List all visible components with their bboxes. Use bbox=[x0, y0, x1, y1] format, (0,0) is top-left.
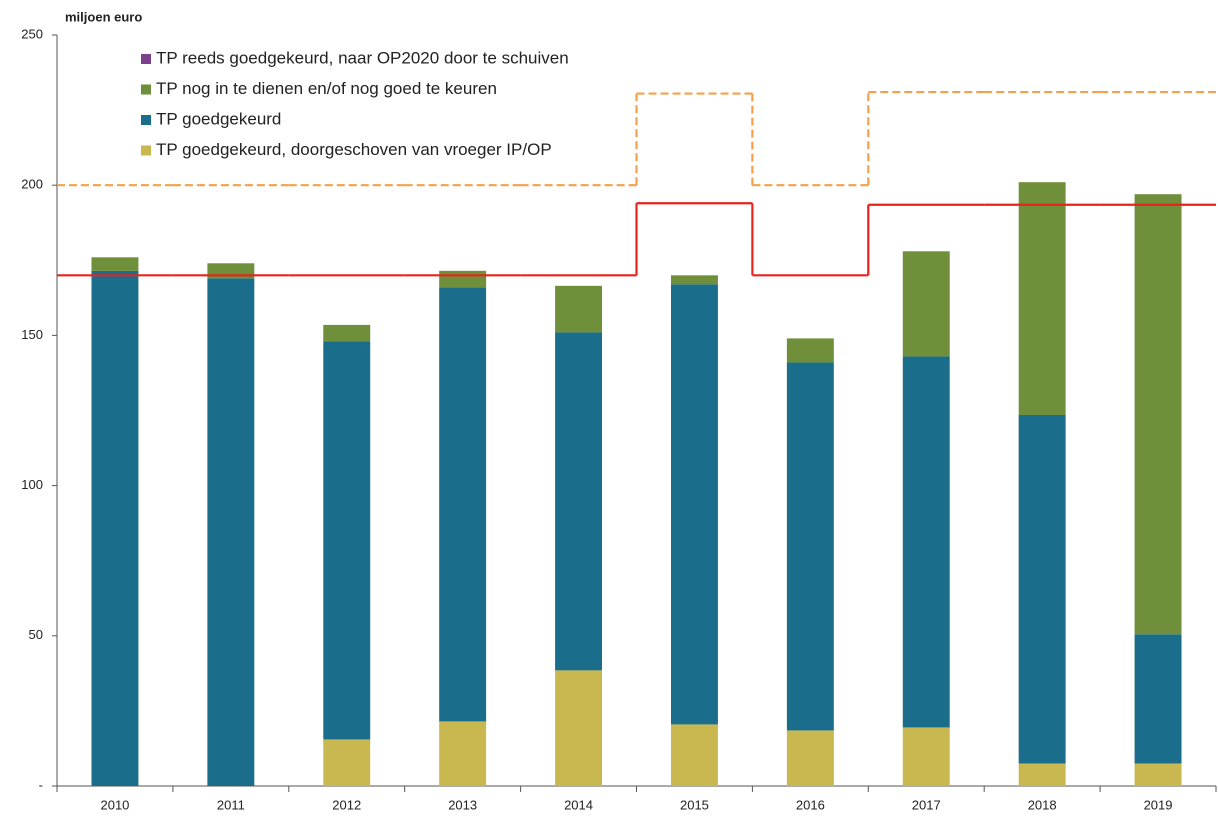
legend-swatch bbox=[141, 115, 151, 125]
bar-segment bbox=[91, 270, 139, 787]
y-tick-label: 250 bbox=[21, 26, 43, 41]
bar-segment bbox=[786, 730, 834, 786]
bar-segment bbox=[1134, 194, 1182, 635]
bar-segment bbox=[1018, 763, 1066, 786]
y-axis-label: miljoen euro bbox=[65, 9, 142, 24]
bar-segment bbox=[555, 332, 603, 671]
legend-swatch bbox=[141, 54, 151, 64]
bar-segment bbox=[207, 278, 255, 786]
bar-segment bbox=[902, 251, 950, 357]
bar-segment bbox=[670, 724, 718, 786]
bar-segment bbox=[439, 270, 487, 288]
bar-segment bbox=[670, 284, 718, 725]
x-tick-label: 2015 bbox=[680, 797, 709, 812]
bar-segment bbox=[670, 275, 718, 285]
bar-segment bbox=[555, 285, 603, 333]
bar-segment bbox=[323, 324, 371, 342]
bar-segment bbox=[902, 356, 950, 728]
legend-label: TP goedgekeurd bbox=[156, 109, 281, 128]
x-tick-label: 2012 bbox=[332, 797, 361, 812]
bar-segment bbox=[323, 341, 371, 740]
bar-segment bbox=[1018, 415, 1066, 764]
x-tick-label: 2013 bbox=[448, 797, 477, 812]
bar-segment bbox=[91, 257, 139, 271]
x-tick-label: 2014 bbox=[564, 797, 593, 812]
bar-segment bbox=[1134, 634, 1182, 764]
bar-segment bbox=[439, 721, 487, 786]
x-tick-label: 2010 bbox=[100, 797, 129, 812]
bar-segment bbox=[1018, 182, 1066, 416]
bar-segment bbox=[1134, 763, 1182, 786]
bar-segment bbox=[902, 727, 950, 786]
y-tick-label: 50 bbox=[29, 627, 43, 642]
legend-swatch bbox=[141, 84, 151, 95]
bar-segment bbox=[323, 739, 371, 786]
y-tick-label: 150 bbox=[21, 327, 43, 342]
y-tick-label: 200 bbox=[21, 177, 43, 192]
bar-segment bbox=[439, 287, 487, 722]
bar-segment bbox=[786, 362, 834, 731]
x-tick-label: 2011 bbox=[217, 797, 245, 812]
bar-segment bbox=[555, 670, 603, 786]
y-tick-label: 100 bbox=[21, 477, 43, 492]
bar-segment bbox=[786, 338, 834, 363]
legend-swatch bbox=[141, 145, 151, 156]
y-tick-label: - bbox=[39, 777, 43, 792]
x-tick-label: 2016 bbox=[796, 797, 825, 812]
legend-label: TP goedgekeurd, doorgeschoven van vroege… bbox=[156, 140, 552, 159]
x-tick-label: 2017 bbox=[912, 797, 941, 812]
x-tick-label: 2019 bbox=[1144, 797, 1173, 812]
legend-label: TP reeds goedgekeurd, naar OP2020 door t… bbox=[156, 48, 569, 67]
legend-label: TP nog in te dienen en/of nog goed te ke… bbox=[156, 79, 497, 98]
x-tick-label: 2018 bbox=[1028, 797, 1057, 812]
